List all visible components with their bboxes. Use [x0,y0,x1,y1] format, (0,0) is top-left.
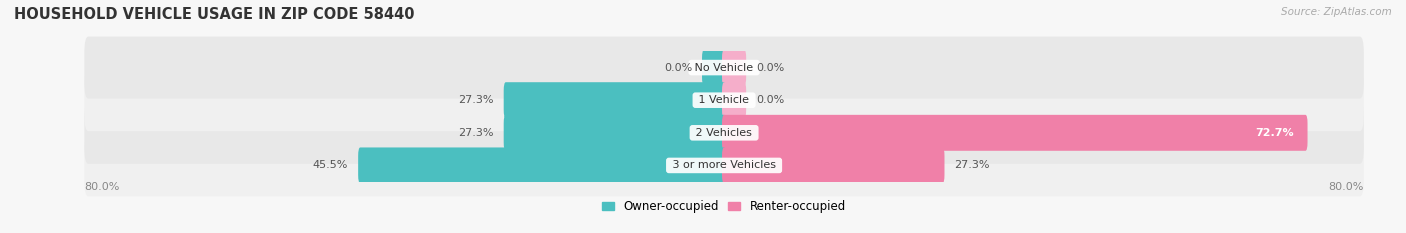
FancyBboxPatch shape [723,147,945,183]
FancyBboxPatch shape [359,147,725,183]
Text: No Vehicle: No Vehicle [692,63,756,72]
Text: 0.0%: 0.0% [664,63,692,72]
Text: 27.3%: 27.3% [458,95,494,105]
FancyBboxPatch shape [84,37,1364,99]
FancyBboxPatch shape [702,50,725,86]
FancyBboxPatch shape [723,82,747,118]
Text: 0.0%: 0.0% [756,95,785,105]
FancyBboxPatch shape [84,134,1364,196]
Text: 0.0%: 0.0% [756,63,785,72]
Text: 72.7%: 72.7% [1254,128,1294,138]
Text: 80.0%: 80.0% [84,182,120,192]
Text: 27.3%: 27.3% [458,128,494,138]
FancyBboxPatch shape [84,69,1364,131]
Text: Source: ZipAtlas.com: Source: ZipAtlas.com [1281,7,1392,17]
Text: 3 or more Vehicles: 3 or more Vehicles [669,161,779,170]
Text: 27.3%: 27.3% [955,161,990,170]
FancyBboxPatch shape [84,102,1364,164]
FancyBboxPatch shape [503,115,725,151]
Text: HOUSEHOLD VEHICLE USAGE IN ZIP CODE 58440: HOUSEHOLD VEHICLE USAGE IN ZIP CODE 5844… [14,7,415,22]
Text: 1 Vehicle: 1 Vehicle [696,95,752,105]
FancyBboxPatch shape [723,50,747,86]
FancyBboxPatch shape [503,82,725,118]
Legend: Owner-occupied, Renter-occupied: Owner-occupied, Renter-occupied [598,195,851,218]
Text: 2 Vehicles: 2 Vehicles [692,128,756,138]
Text: 80.0%: 80.0% [1329,182,1364,192]
Text: 45.5%: 45.5% [314,161,349,170]
FancyBboxPatch shape [723,115,1308,151]
